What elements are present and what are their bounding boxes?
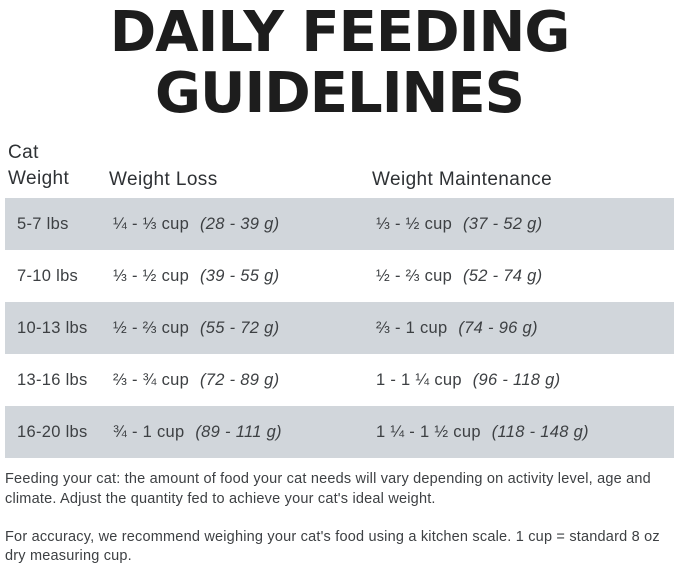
weight-maintenance-cell: ½ - ⅔ cup (52 - 74 g) (376, 267, 674, 286)
table-header-row: Cat Weight Weight Loss Weight Maintenanc… (5, 124, 674, 198)
table-row: 7-10 lbs ⅓ - ½ cup (39 - 55 g) ½ - ⅔ cup… (5, 250, 674, 302)
weight-maintenance-cell: 1 ¼ - 1 ½ cup (118 - 148 g) (376, 423, 674, 442)
loss-cups-value: ½ - ⅔ cup (113, 318, 190, 337)
weight-loss-cell: ⅔ - ¾ cup (72 - 89 g) (113, 371, 376, 390)
cat-weight-cell: 16-20 lbs (17, 422, 88, 441)
cat-weight-cell: 10-13 lbs (17, 318, 88, 337)
loss-cups-value: ¾ - 1 cup (113, 422, 185, 441)
footnotes: Feeding your cat: the amount of food you… (5, 470, 665, 566)
weight-maintenance-cell: ⅔ - 1 cup (74 - 96 g) (376, 319, 674, 338)
column-header-cat-weight: Cat Weight (8, 142, 70, 189)
maintenance-grams-value: (96 - 118 g) (472, 370, 561, 389)
maintenance-grams-value: (118 - 148 g) (491, 422, 589, 441)
table-row: 13-16 lbs ⅔ - ¾ cup (72 - 89 g) 1 - 1 ¼ … (5, 354, 674, 406)
loss-grams-value: (89 - 111 g) (195, 422, 282, 441)
weight-maintenance-cell: 1 - 1 ¼ cup (96 - 118 g) (376, 371, 674, 390)
loss-cups-value: ⅔ - ¾ cup (113, 370, 190, 389)
maintenance-grams-value: (74 - 96 g) (458, 318, 538, 337)
note-feeding-variability: Feeding your cat: the amount of food you… (5, 471, 651, 507)
maintenance-grams-value: (52 - 74 g) (462, 266, 543, 285)
table-row: 10-13 lbs ½ - ⅔ cup (55 - 72 g) ⅔ - 1 cu… (5, 302, 674, 355)
page-title: DAILY FEEDING GUIDELINES (0, 0, 679, 124)
cat-weight-cell: 13-16 lbs (17, 370, 88, 389)
column-header-weight-loss: Weight Loss (109, 169, 218, 191)
weight-loss-cell: ¼ - ⅓ cup (28 - 39 g) (113, 215, 376, 234)
loss-grams-value: (72 - 89 g) (199, 370, 280, 389)
cat-weight-cell: 5-7 lbs (17, 214, 69, 233)
table-row: 5-7 lbs ¼ - ⅓ cup (28 - 39 g) ⅓ - ½ cup … (5, 198, 674, 251)
loss-grams-value: (28 - 39 g) (199, 214, 280, 233)
weight-loss-cell: ⅓ - ½ cup (39 - 55 g) (113, 267, 376, 286)
page-title-line1: DAILY FEEDING (109, 0, 571, 65)
maintenance-cups-value: 1 - 1 ¼ cup (376, 370, 462, 389)
weight-loss-cell: ½ - ⅔ cup (55 - 72 g) (113, 319, 376, 338)
weight-maintenance-cell: ⅓ - ½ cup (37 - 52 g) (376, 215, 674, 234)
column-header-weight-maintenance: Weight Maintenance (372, 169, 553, 191)
maintenance-grams-value: (37 - 52 g) (462, 214, 543, 233)
note-measuring-accuracy: For accuracy, we recommend weighing your… (5, 528, 660, 565)
page-title-line2: GUIDELINES (155, 61, 525, 127)
feeding-table: Cat Weight Weight Loss Weight Maintenanc… (5, 124, 674, 459)
cat-weight-cell: 7-10 lbs (17, 266, 79, 285)
maintenance-cups-value: ½ - ⅔ cup (376, 266, 453, 285)
loss-cups-value: ⅓ - ½ cup (113, 266, 190, 285)
weight-loss-cell: ¾ - 1 cup (89 - 111 g) (113, 423, 376, 442)
loss-grams-value: (55 - 72 g) (199, 318, 280, 337)
maintenance-cups-value: ⅔ - 1 cup (376, 318, 448, 337)
loss-cups-value: ¼ - ⅓ cup (113, 214, 190, 233)
maintenance-cups-value: ⅓ - ½ cup (376, 214, 453, 233)
maintenance-cups-value: 1 ¼ - 1 ½ cup (376, 422, 481, 441)
loss-grams-value: (39 - 55 g) (199, 266, 280, 285)
table-row: 16-20 lbs ¾ - 1 cup (89 - 111 g) 1 ¼ - 1… (5, 406, 674, 459)
